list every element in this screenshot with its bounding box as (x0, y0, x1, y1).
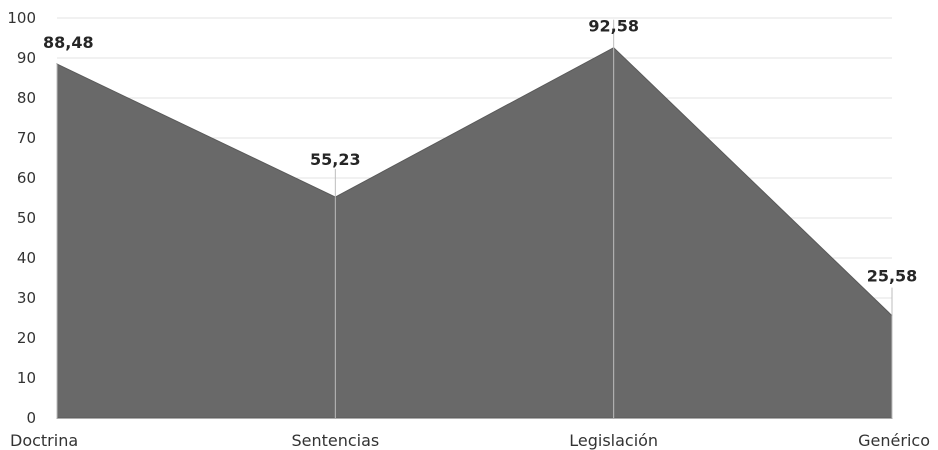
drop-lines (56, 19, 893, 418)
y-tick-label: 40 (17, 249, 36, 267)
data-label: 88,48 (43, 33, 94, 52)
data-label: 25,58 (867, 267, 918, 286)
x-category-label: Doctrina (10, 431, 78, 450)
x-axis: Doctrina Sentencias Legislación Genérico (10, 431, 930, 450)
y-tick-label: 60 (17, 169, 36, 187)
y-tick-label: 0 (26, 409, 36, 427)
x-category-label: Genérico (858, 431, 930, 450)
y-tick-label: 50 (17, 209, 36, 227)
y-tick-label: 10 (17, 369, 36, 387)
y-tick-label: 20 (17, 329, 36, 347)
data-label: 92,58 (588, 17, 639, 36)
y-axis: 0 10 20 30 40 50 60 70 80 90 100 (7, 9, 36, 427)
area-fill (56, 47, 893, 419)
x-category-label: Legislación (569, 431, 658, 450)
y-tick-label: 70 (17, 129, 36, 147)
y-tick-label: 30 (17, 289, 36, 307)
data-labels: 88,48 55,23 92,58 25,58 (43, 17, 917, 286)
data-label: 55,23 (310, 150, 361, 169)
area-series (56, 47, 893, 419)
y-tick-label: 80 (17, 89, 36, 107)
y-tick-label: 90 (17, 49, 36, 67)
x-category-label: Sentencias (291, 431, 379, 450)
y-tick-label: 100 (7, 9, 36, 27)
